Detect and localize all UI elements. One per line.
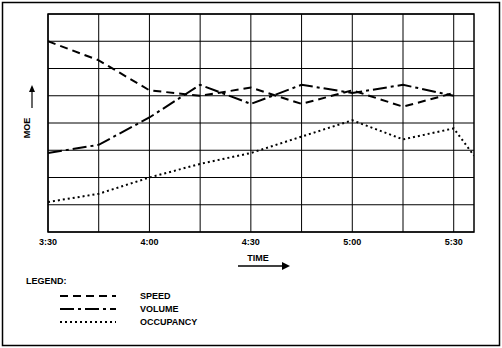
outer-frame	[3, 3, 500, 346]
legend-swatch	[60, 321, 116, 323]
plot-area	[48, 41, 474, 202]
series-line	[48, 120, 474, 202]
x-axis-arrowhead	[282, 262, 290, 270]
x-tick-label: 5:30	[445, 237, 463, 247]
grid-line-y	[48, 123, 474, 124]
legend-swatch	[60, 295, 116, 297]
background	[0, 0, 502, 348]
grid-line-y	[48, 204, 474, 205]
grid-line-x	[352, 14, 353, 232]
grid-line-y	[48, 177, 474, 178]
legend-label: OCCUPANCY	[140, 317, 197, 327]
y-axis-label: MOE	[22, 118, 32, 139]
y-axis-arrow	[31, 90, 32, 108]
grid-line-y	[48, 41, 474, 42]
x-axis-arrow	[238, 265, 282, 267]
minor-grid-line-x	[301, 14, 302, 232]
legend-label: SPEED	[140, 291, 171, 301]
plot-frame	[48, 14, 474, 232]
legend-title: LEGEND:	[26, 276, 67, 286]
grid-line-x	[149, 14, 150, 232]
minor-grid-line-x	[98, 14, 99, 232]
legend: LEGEND: SPEED VOLUME OCCUPANCY	[26, 276, 197, 327]
minor-grid-line-x	[200, 14, 201, 232]
series-line	[48, 41, 454, 106]
x-tick-label: 4:00	[140, 237, 158, 247]
grid-line-y	[48, 150, 474, 151]
x-tick-label: 3:30	[39, 237, 57, 247]
legend-swatch	[60, 308, 116, 310]
y-axis-arrowhead	[29, 85, 35, 92]
grid-line-x	[250, 14, 251, 232]
x-tick-label: 4:30	[242, 237, 260, 247]
grid-line-y	[48, 95, 474, 96]
grid-line-x	[453, 14, 454, 232]
legend-label: VOLUME	[140, 304, 179, 314]
chart: 3:30 4:00 4:30 5:00 5:30 TIME MOE LEGEND: SPEED V…	[0, 0, 502, 348]
series-line	[48, 85, 454, 153]
minor-grid-line-x	[403, 14, 404, 232]
x-tick-label: 5:00	[343, 237, 361, 247]
grid	[48, 14, 474, 232]
x-axis-label: TIME	[247, 253, 269, 263]
